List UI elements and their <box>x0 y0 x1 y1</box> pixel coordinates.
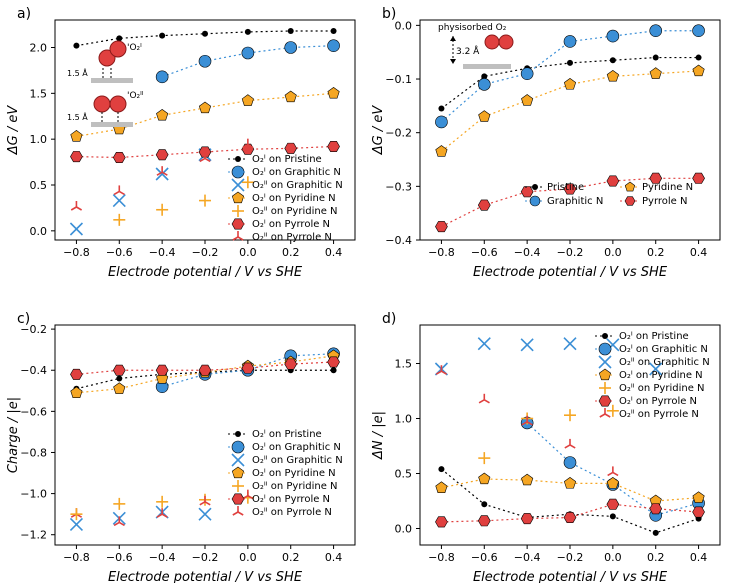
svg-text:−0.6: −0.6 <box>471 551 498 564</box>
svg-text:−0.4: −0.4 <box>514 551 541 564</box>
svg-text:O₂ᴵᴵ on Graphitic N: O₂ᴵᴵ on Graphitic N <box>619 357 710 368</box>
svg-text:1.5: 1.5 <box>395 358 413 371</box>
svg-text:0.4: 0.4 <box>690 551 708 564</box>
svg-text:d): d) <box>382 311 396 327</box>
svg-text:O₂ᴵ on Graphitic N: O₂ᴵ on Graphitic N <box>619 344 708 355</box>
svg-text:1.0: 1.0 <box>395 413 413 426</box>
svg-text:O₂ᴵ on Pristine: O₂ᴵ on Pristine <box>619 331 689 342</box>
svg-text:ΔN / |e|: ΔN / |e| <box>371 411 386 460</box>
svg-text:0.0: 0.0 <box>604 551 622 564</box>
svg-text:Electrode potential / V vs SHE: Electrode potential / V vs SHE <box>473 570 668 583</box>
svg-text:−0.8: −0.8 <box>428 551 455 564</box>
svg-text:−0.2: −0.2 <box>557 551 584 564</box>
svg-text:O₂ᴵ on Pyrrole N: O₂ᴵ on Pyrrole N <box>619 396 697 407</box>
svg-text:O₂ᴵᴵ on Pyrrole N: O₂ᴵᴵ on Pyrrole N <box>619 409 699 420</box>
svg-text:O₂ᴵ on Pyridine N: O₂ᴵ on Pyridine N <box>619 370 703 381</box>
svg-text:0.5: 0.5 <box>395 468 413 481</box>
svg-text:0.2: 0.2 <box>647 551 665 564</box>
svg-text:O₂ᴵᴵ on Pyridine N: O₂ᴵᴵ on Pyridine N <box>619 383 705 394</box>
svg-text:0.0: 0.0 <box>395 523 413 536</box>
